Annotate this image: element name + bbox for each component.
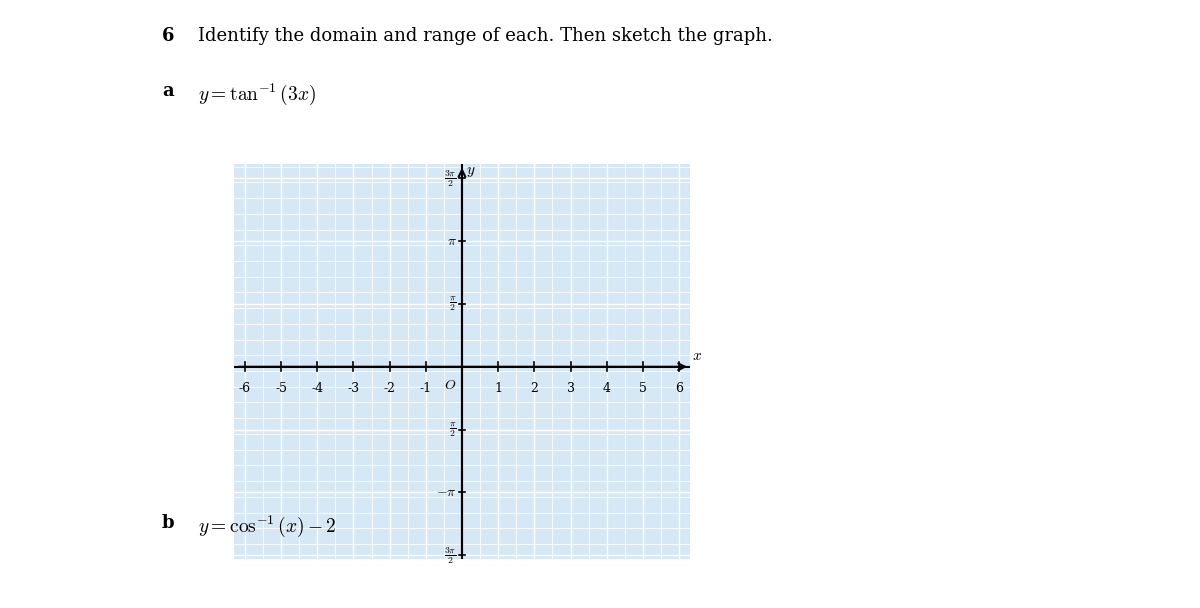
Text: $\frac{3\pi}{2}$: $\frac{3\pi}{2}$ <box>444 545 457 566</box>
Text: $-\pi$: $-\pi$ <box>436 486 457 500</box>
Text: 2: 2 <box>530 382 539 395</box>
Text: $\frac{\pi}{2}$: $\frac{\pi}{2}$ <box>449 420 457 439</box>
Text: Identify the domain and range of each. Then sketch the graph.: Identify the domain and range of each. T… <box>198 27 773 46</box>
Text: a: a <box>162 82 174 100</box>
Text: 3: 3 <box>566 382 575 395</box>
Text: -2: -2 <box>384 382 396 395</box>
Text: b: b <box>162 514 175 532</box>
Text: $x$: $x$ <box>692 348 702 362</box>
Text: $y$: $y$ <box>467 165 476 179</box>
Text: $y = \cos^{-1}(x) - 2$: $y = \cos^{-1}(x) - 2$ <box>198 514 337 539</box>
Text: $O$: $O$ <box>444 378 456 392</box>
Text: $\frac{3\pi}{2}$: $\frac{3\pi}{2}$ <box>444 168 457 188</box>
Text: 5: 5 <box>640 382 647 395</box>
Text: $y = \tan^{-1}(3x)$: $y = \tan^{-1}(3x)$ <box>198 82 316 108</box>
Text: 4: 4 <box>602 382 611 395</box>
Text: -3: -3 <box>347 382 360 395</box>
Text: -6: -6 <box>239 382 251 395</box>
Text: 6: 6 <box>162 27 174 46</box>
Text: -4: -4 <box>311 382 323 395</box>
Text: $\pi$: $\pi$ <box>446 234 457 248</box>
Text: -1: -1 <box>420 382 432 395</box>
Text: $\frac{\pi}{2}$: $\frac{\pi}{2}$ <box>449 294 457 313</box>
Text: 1: 1 <box>494 382 502 395</box>
Text: 6: 6 <box>676 382 683 395</box>
Text: -5: -5 <box>275 382 287 395</box>
